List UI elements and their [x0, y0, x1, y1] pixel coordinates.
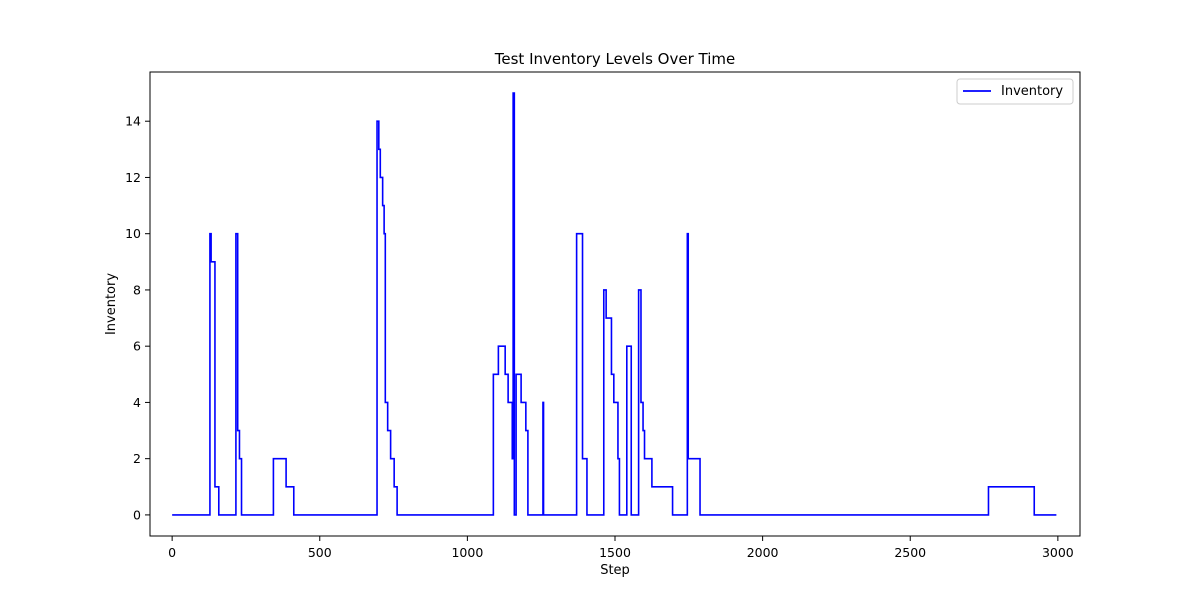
- y-tick-label: 14: [125, 114, 141, 129]
- y-tick-label: 8: [133, 282, 141, 297]
- plot-area: [149, 71, 1081, 537]
- x-tick-label: 1500: [599, 545, 631, 560]
- y-axis: 0 2 4 6 8 10 12 14: [125, 114, 150, 522]
- y-tick-label: 4: [133, 395, 141, 410]
- x-tick-label: 500: [308, 545, 332, 560]
- x-tick-label: 3000: [1042, 545, 1074, 560]
- legend-label-inventory: Inventory: [1001, 84, 1063, 99]
- y-tick-label: 10: [125, 226, 141, 241]
- y-tick-label: 2: [133, 451, 141, 466]
- y-axis-title: Inventory: [104, 273, 119, 335]
- y-tick-label: 6: [133, 339, 141, 354]
- legend-box: [956, 78, 1074, 105]
- x-axis-title: Step: [600, 563, 630, 578]
- x-tick-label: 1000: [451, 545, 483, 560]
- x-tick-label: 0: [168, 545, 176, 560]
- chart-title: Test Inventory Levels Over Time: [494, 50, 735, 68]
- x-tick-label: 2000: [747, 545, 779, 560]
- x-axis: 0 500 1000 1500 2000 2500 3000: [168, 536, 1074, 560]
- y-tick-label: 0: [133, 507, 141, 522]
- legend: Inventory: [956, 78, 1074, 105]
- x-tick-label: 2500: [894, 545, 926, 560]
- series-line-inventory: [172, 92, 1057, 516]
- y-tick-label: 12: [125, 170, 141, 185]
